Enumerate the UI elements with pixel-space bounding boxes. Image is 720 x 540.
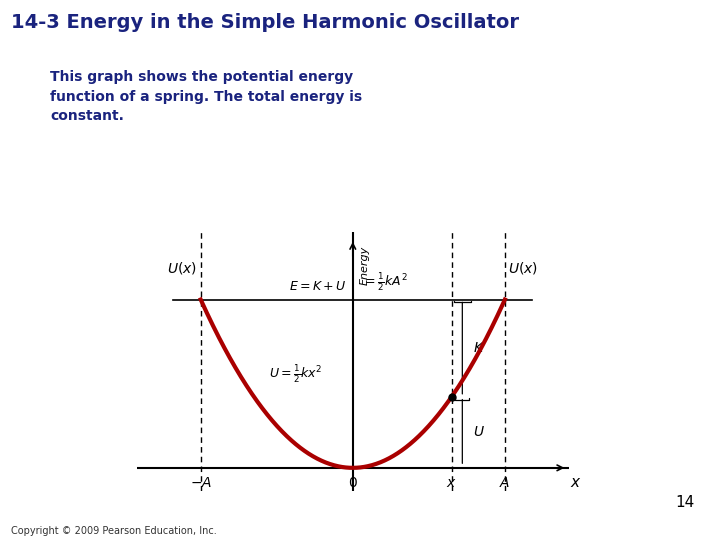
Text: Energy: Energy — [360, 246, 369, 286]
Text: $0$: $0$ — [348, 476, 358, 490]
Text: 14-3 Energy in the Simple Harmonic Oscillator: 14-3 Energy in the Simple Harmonic Oscil… — [11, 14, 519, 32]
Text: $U = \frac{1}{2}kx^2$: $U = \frac{1}{2}kx^2$ — [269, 363, 323, 384]
Text: $x$: $x$ — [570, 475, 582, 490]
Text: $-A$: $-A$ — [189, 476, 212, 490]
Text: $U$: $U$ — [473, 426, 485, 439]
Text: $U(x)$: $U(x)$ — [508, 260, 538, 275]
Text: This graph shows the potential energy
function of a spring. The total energy is
: This graph shows the potential energy fu… — [50, 70, 363, 123]
Text: 14: 14 — [675, 495, 695, 510]
Text: $U(x)$: $U(x)$ — [168, 260, 197, 275]
Text: $=\frac{1}{2}kA^2$: $=\frac{1}{2}kA^2$ — [362, 272, 408, 293]
Text: $E = K + U$: $E = K + U$ — [289, 280, 347, 293]
Text: $x$: $x$ — [446, 476, 457, 490]
Text: Copyright © 2009 Pearson Education, Inc.: Copyright © 2009 Pearson Education, Inc. — [11, 525, 217, 536]
Text: $A$: $A$ — [499, 476, 510, 490]
Text: $K$: $K$ — [473, 341, 485, 355]
